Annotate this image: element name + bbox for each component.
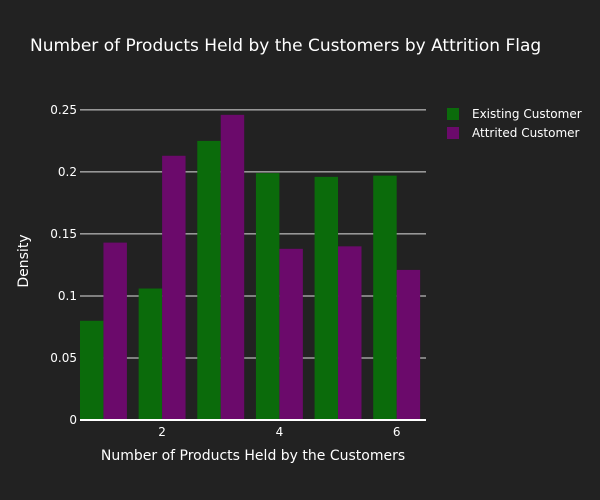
bar-existing-customer[interactable] (373, 175, 397, 420)
bar-attrited-customer[interactable] (103, 242, 127, 420)
bars (80, 114, 421, 421)
legend-item[interactable]: Attrited Customer (447, 126, 580, 140)
legend-item[interactable]: Existing Customer (447, 107, 582, 121)
bar-existing-customer[interactable] (197, 140, 221, 420)
bar-attrited-customer[interactable] (162, 155, 186, 420)
y-axis: 0 0.05 0.1 0.15 0.2 0.25 (50, 103, 77, 427)
y-tick-label: 0.15 (50, 227, 77, 241)
bar-existing-customer[interactable] (255, 173, 280, 420)
chart-title: Number of Products Held by the Customers… (30, 36, 541, 56)
bar-attrited-customer[interactable] (220, 114, 245, 421)
bar-attrited-customer[interactable] (338, 246, 362, 420)
x-axis-title: Number of Products Held by the Customers (101, 448, 405, 464)
y-tick-label: 0.05 (50, 351, 77, 365)
legend-swatch (447, 127, 459, 139)
y-tick-label: 0.2 (58, 165, 77, 179)
bar-attrited-customer[interactable] (279, 248, 303, 420)
x-tick-label: 2 (158, 425, 166, 439)
bar-existing-customer[interactable] (80, 320, 104, 420)
y-tick-label: 0.1 (58, 289, 77, 303)
y-tick-label: 0 (69, 413, 77, 427)
bar-attrited-customer[interactable] (396, 269, 421, 420)
y-axis-title: Density (16, 234, 32, 287)
x-tick-label: 6 (393, 425, 401, 439)
y-tick-label: 0.25 (50, 103, 77, 117)
bar-existing-customer[interactable] (314, 176, 339, 420)
x-axis: 2 4 6 (80, 419, 426, 439)
legend-swatch (447, 108, 459, 120)
legend-label: Attrited Customer (472, 126, 580, 140)
legend[interactable]: Existing Customer Attrited Customer (447, 107, 582, 140)
x-tick-label: 4 (276, 425, 284, 439)
legend-label: Existing Customer (472, 107, 582, 121)
bar-existing-customer[interactable] (138, 288, 163, 420)
gridlines (80, 109, 426, 359)
